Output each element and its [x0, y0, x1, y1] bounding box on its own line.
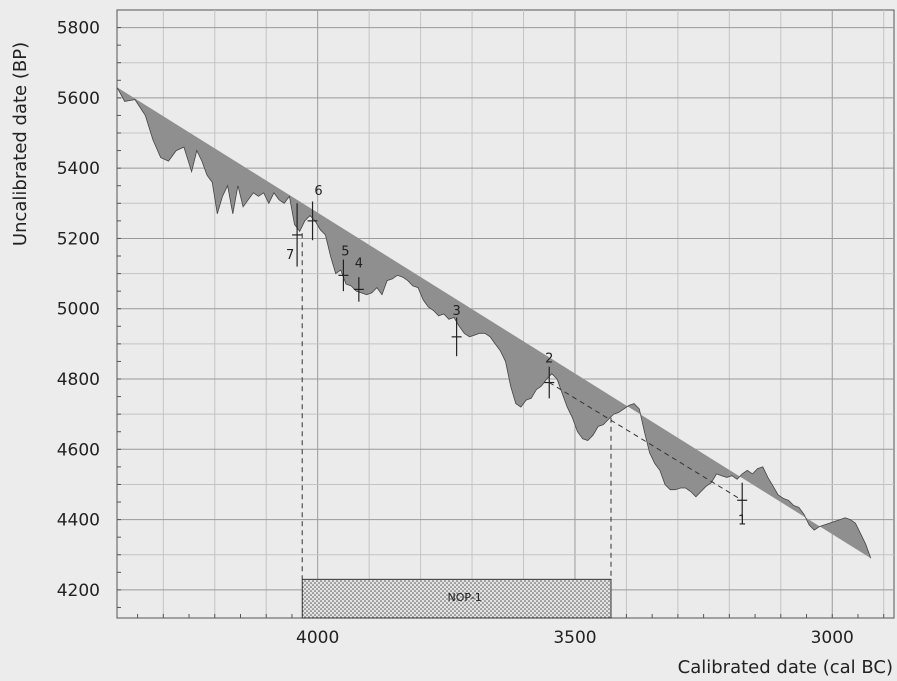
- y-axis-title: Uncalibrated date (BP): [10, 42, 31, 246]
- x-tick-label: 4000: [296, 628, 339, 648]
- nop-1-label: NOP-1: [447, 591, 481, 604]
- sample-label: 7: [286, 248, 294, 263]
- dashed-line: [548, 382, 743, 501]
- y-tick-label: 5800: [57, 19, 100, 39]
- tick-labels: 4200 4400 4600 4800 5000 5200 5400 5600 5800 4000…: [57, 19, 854, 648]
- sample-label: 1: [738, 513, 746, 528]
- sample-label: 4: [355, 256, 363, 271]
- y-tick-label: 5400: [57, 159, 100, 179]
- calibration-curve-band: [116, 87, 872, 559]
- x-tick-label: 3000: [811, 628, 854, 648]
- sample-markers: 1 2 3 45 6 7: [286, 184, 748, 528]
- calibration-band: [116, 87, 872, 559]
- grid: [117, 9, 894, 618]
- dashed-lines: [301, 233, 743, 580]
- x-axis-title: Calibrated date (cal BC): [678, 657, 893, 678]
- sample-label: 5: [341, 244, 349, 259]
- y-tick-label: 5000: [57, 300, 100, 320]
- sample-label: 2: [545, 352, 553, 367]
- y-tick-label: 4600: [57, 440, 100, 460]
- nop-1-box: [301, 578, 612, 619]
- y-tick-label: 5200: [57, 229, 100, 249]
- y-tick-label: 5600: [57, 89, 100, 109]
- nop-1-range: NOP-1: [301, 578, 612, 619]
- y-tick-label: 4200: [57, 581, 100, 601]
- y-tick-label: 4400: [57, 511, 100, 531]
- plot-area: [116, 9, 895, 619]
- sample-label: 3: [452, 304, 460, 319]
- y-tick-label: 4800: [57, 370, 100, 390]
- x-tick-label: 3500: [553, 628, 596, 648]
- sample-label: 6: [314, 184, 322, 199]
